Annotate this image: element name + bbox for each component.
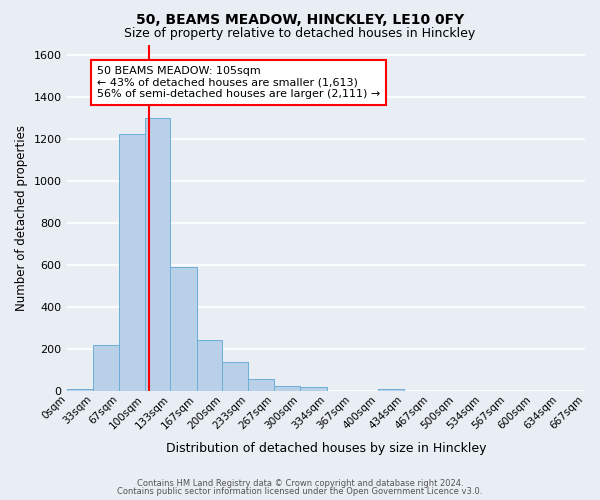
- Bar: [93, 345, 119, 392]
- Bar: [67, 389, 93, 392]
- Text: 50, BEAMS MEADOW, HINCKLEY, LE10 0FY: 50, BEAMS MEADOW, HINCKLEY, LE10 0FY: [136, 12, 464, 26]
- Text: Contains HM Land Registry data © Crown copyright and database right 2024.: Contains HM Land Registry data © Crown c…: [137, 478, 463, 488]
- Bar: [119, 134, 145, 392]
- Bar: [197, 340, 223, 392]
- Y-axis label: Number of detached properties: Number of detached properties: [15, 125, 28, 311]
- Bar: [223, 362, 248, 392]
- Bar: [274, 386, 300, 392]
- Bar: [170, 268, 197, 392]
- Text: 50 BEAMS MEADOW: 105sqm
← 43% of detached houses are smaller (1,613)
56% of semi: 50 BEAMS MEADOW: 105sqm ← 43% of detache…: [97, 66, 380, 99]
- Bar: [300, 387, 326, 392]
- Text: Size of property relative to detached houses in Hinckley: Size of property relative to detached ho…: [124, 28, 476, 40]
- Text: Contains public sector information licensed under the Open Government Licence v3: Contains public sector information licen…: [118, 487, 482, 496]
- Bar: [145, 118, 170, 392]
- Bar: [378, 389, 404, 392]
- Bar: [248, 378, 274, 392]
- X-axis label: Distribution of detached houses by size in Hinckley: Distribution of detached houses by size …: [166, 442, 487, 455]
